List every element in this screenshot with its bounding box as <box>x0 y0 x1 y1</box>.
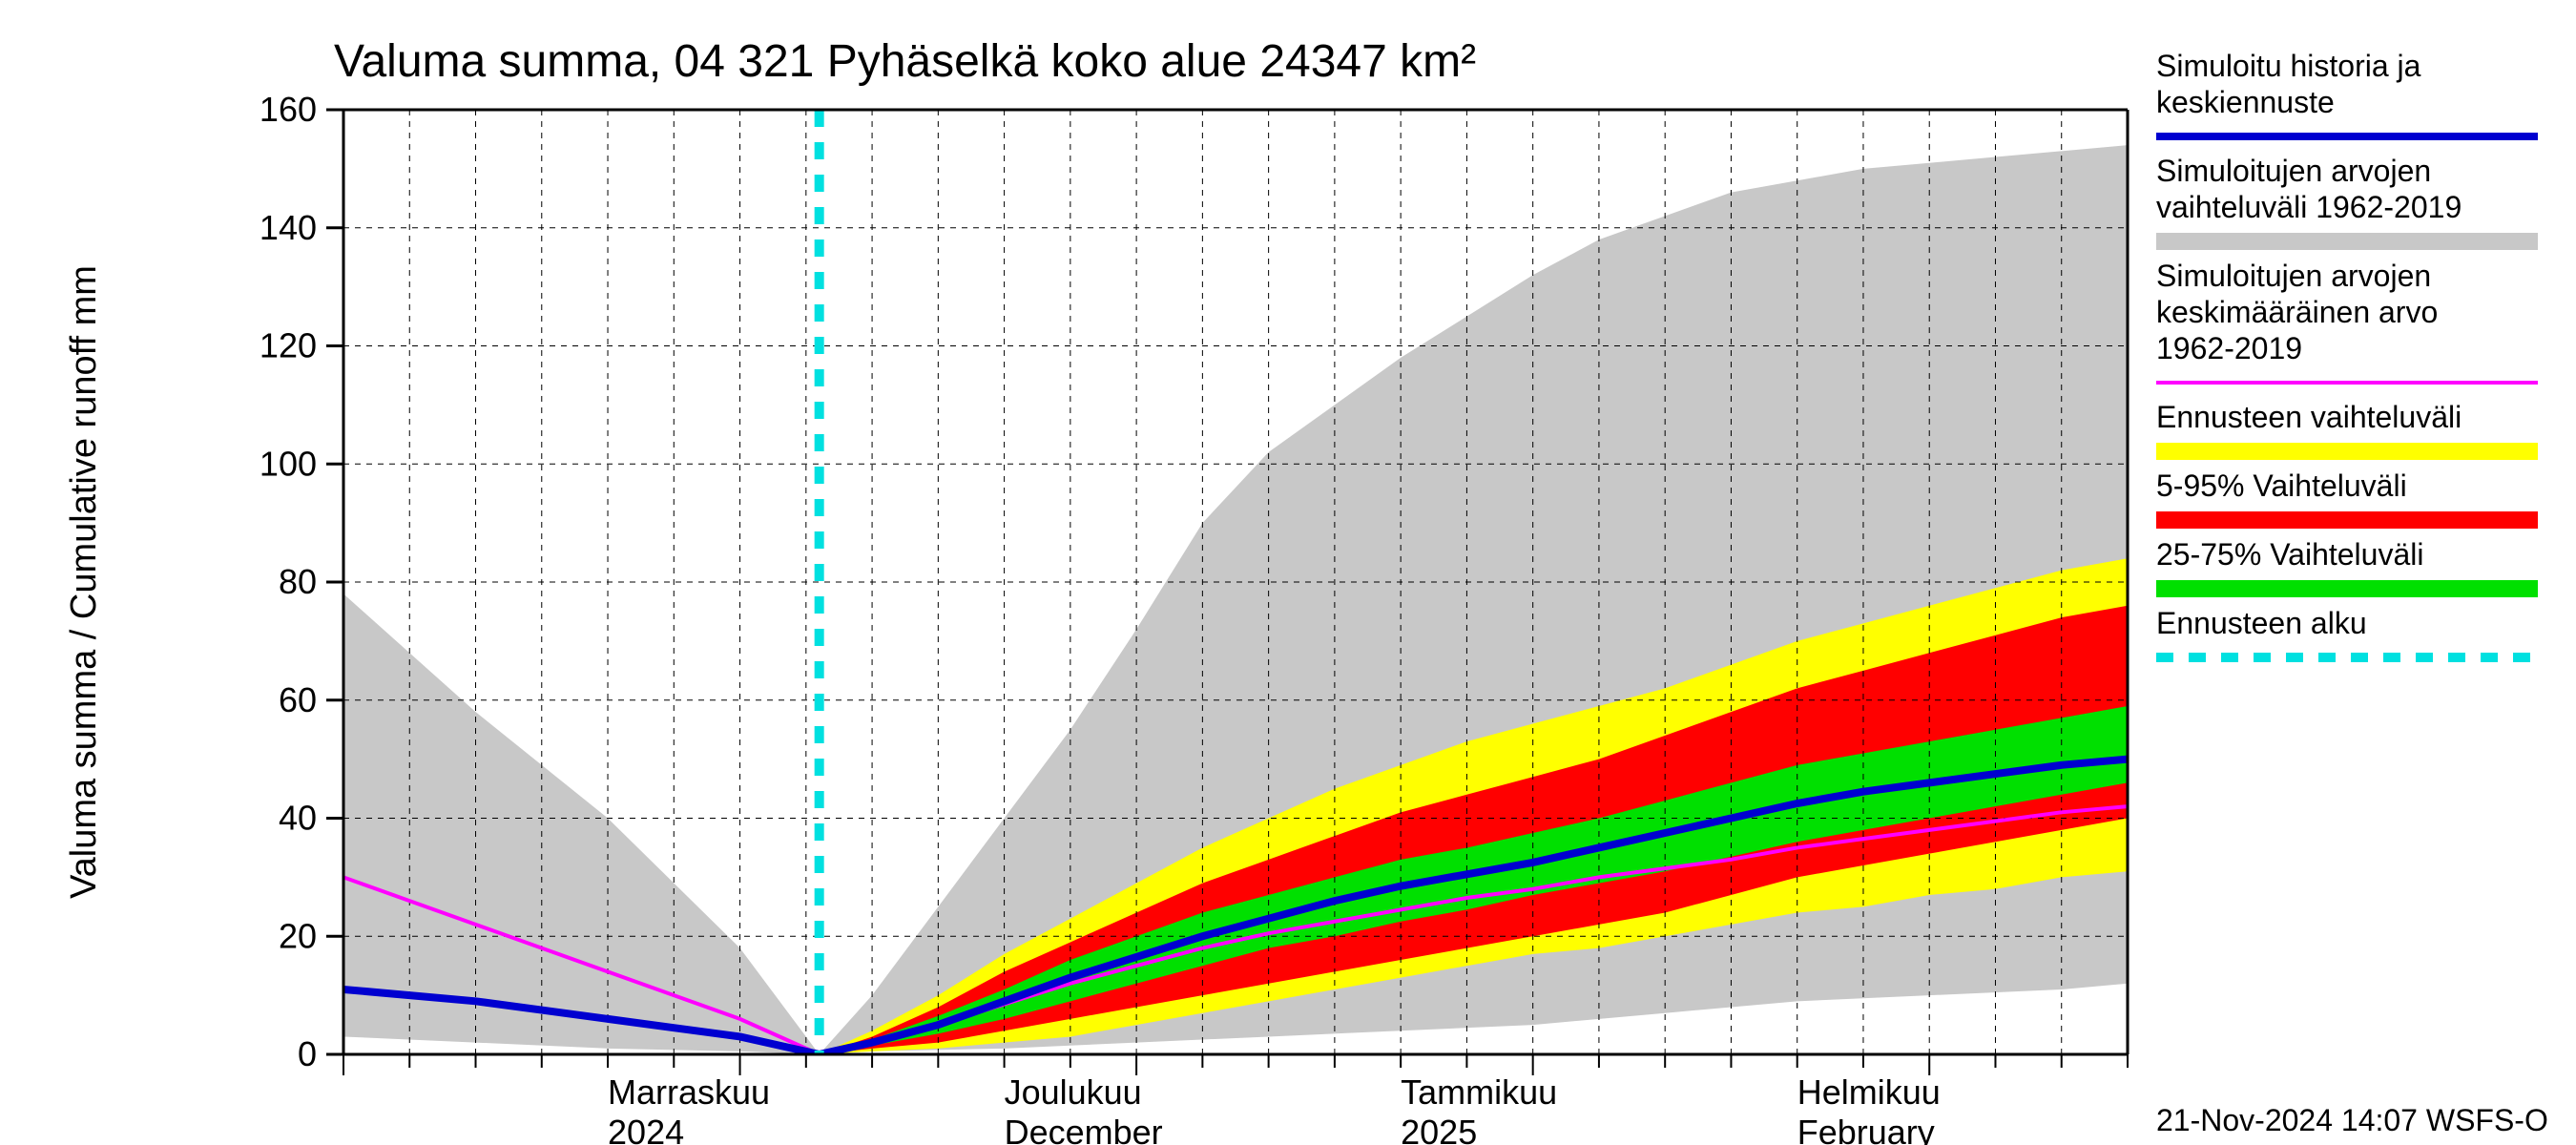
legend-swatch <box>2156 443 2538 460</box>
y-tick-label: 0 <box>298 1034 317 1073</box>
x-month-sublabel: 2024 <box>608 1113 684 1145</box>
chart-title: Valuma summa, 04 321 Pyhäselkä koko alue… <box>334 36 1476 87</box>
legend-label: Ennusteen vaihteluväli <box>2156 400 2462 434</box>
legend-label: keskimääräinen arvo <box>2156 295 2438 329</box>
legend-swatch <box>2156 233 2538 250</box>
legend-swatch <box>2156 580 2538 597</box>
legend-label: vaihteluväli 1962-2019 <box>2156 190 2462 224</box>
legend-label: keskiennuste <box>2156 85 2335 119</box>
y-tick-label: 20 <box>279 916 317 955</box>
y-tick-label: 140 <box>260 208 317 247</box>
legend-label: 5-95% Vaihteluväli <box>2156 468 2407 503</box>
x-month-sublabel: 2025 <box>1401 1113 1477 1145</box>
y-tick-label: 100 <box>260 444 317 483</box>
x-month-label: Helmikuu <box>1797 1072 1941 1112</box>
runoff-chart: 0 20 40 60 80 100 120 140 160 Marraskuu2024 Jouluk… <box>0 0 2576 1145</box>
legend-label: Simuloitujen arvojen <box>2156 154 2431 188</box>
legend-label: Ennusteen alku <box>2156 606 2367 640</box>
x-month-label: Marraskuu <box>608 1072 770 1112</box>
x-month-label: Tammikuu <box>1401 1072 1557 1112</box>
legend-label: 25-75% Vaihteluväli <box>2156 537 2423 572</box>
y-tick-label: 160 <box>260 90 317 129</box>
legend-label: 1962-2019 <box>2156 331 2302 365</box>
y-tick-label: 80 <box>279 562 317 601</box>
y-tick-label: 120 <box>260 326 317 365</box>
y-tick-label: 40 <box>279 799 317 838</box>
y-tick-label: 60 <box>279 680 317 719</box>
x-month-sublabel: February <box>1797 1113 1935 1145</box>
chart-footer: 21-Nov-2024 14:07 WSFS-O <box>2156 1103 2548 1137</box>
legend-label: Simuloitujen arvojen <box>2156 259 2431 293</box>
x-month-sublabel: December <box>1005 1113 1163 1145</box>
x-month-label: Joulukuu <box>1005 1072 1142 1112</box>
y-axis-label: Valuma summa / Cumulative runoff mm <box>64 265 104 899</box>
legend-label: Simuloitu historia ja <box>2156 49 2421 83</box>
legend-swatch <box>2156 511 2538 529</box>
